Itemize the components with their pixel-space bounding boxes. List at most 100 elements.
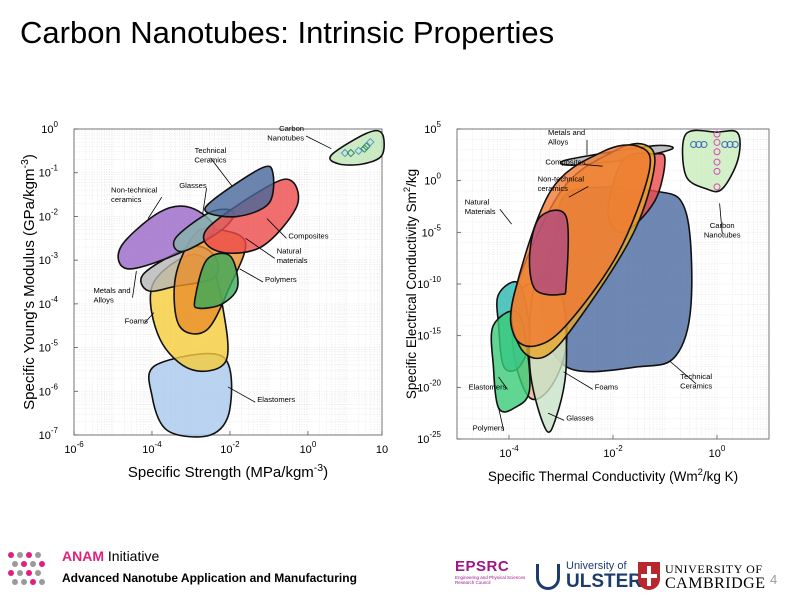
cnt-marker <box>354 146 363 156</box>
left-label-metals-and-alloys: Metals and Alloys <box>93 286 130 305</box>
left-y-tick-label: 10-5 <box>39 339 59 355</box>
epsrc-logo: EPSRC Engineering and Physical Sciences … <box>455 558 526 585</box>
cnt-marker <box>713 158 721 166</box>
left-y-tick-label: 10-1 <box>39 164 59 180</box>
left-y-tick-label: 10-4 <box>39 295 59 311</box>
left-label-carbon-nanotubes: Carbon Nanotubes <box>267 124 304 143</box>
left-y-tick-label: 10-2 <box>39 207 59 223</box>
right-annotations: Metals and Alloys Composites Non-technical c… <box>465 128 741 433</box>
left-x-tick-label: 10-2 <box>220 440 240 456</box>
right-material-areas <box>490 129 741 433</box>
cnt-marker <box>713 138 721 146</box>
left-x-tick-label: 10-6 <box>64 440 84 456</box>
right-leader-line <box>498 376 508 390</box>
right-leader-line <box>563 371 594 390</box>
cnt-marker <box>726 141 734 148</box>
right-y-tick-label: 10-10 <box>417 275 441 291</box>
left-leader-line <box>266 218 287 239</box>
cnt-marker <box>695 141 703 148</box>
right-label-glasses: Glasses <box>566 413 594 422</box>
cnt-marker <box>690 141 698 148</box>
right-y-tick-label: 100 <box>424 172 441 188</box>
left-area-polymers-4 <box>193 252 239 310</box>
right-leader-line <box>669 361 697 385</box>
right-leader-line <box>584 164 603 167</box>
anam-logo <box>8 552 56 592</box>
right-label-technical-ceramics: Technical Ceramics <box>680 372 712 391</box>
left-label-technical-ceramics: Technical Ceramics <box>194 146 226 165</box>
right-leader-line <box>499 208 512 225</box>
right-label-non-technical-ceramics: Non-technical ceramics <box>538 175 585 194</box>
page-number: 4 <box>770 572 778 587</box>
cambridge-logo: UNIVERSITY OF CAMBRIDGE <box>638 560 765 594</box>
right-y-tick-label: 10-15 <box>417 327 441 343</box>
right-x-tick-label: 100 <box>709 444 726 460</box>
ulster-logo: University of ULSTER <box>536 560 642 594</box>
left-x-tick-label: 10-4 <box>142 440 162 456</box>
left-y-tick-label: 10-6 <box>39 382 59 398</box>
left-area-technical-ceramics-8 <box>204 165 275 218</box>
right-x-tick-label: 10-4 <box>499 444 519 460</box>
right-leader-line <box>547 412 565 421</box>
left-label-glasses: Glasses <box>179 181 207 190</box>
right-ticks: 10-4 10-2 100 105 100 10-5 10-10 10-15 10-20 10-2… <box>417 120 726 460</box>
left-cnt-markers <box>340 137 375 158</box>
left-label-foams: Foams <box>125 317 148 326</box>
left-y-tick-label: 10-7 <box>39 426 59 442</box>
left-annotations: Carbon Nanotubes Technical Ceramics Glasses N… <box>93 124 332 404</box>
right-leader-line <box>568 186 589 198</box>
modulus-strength-chart: Carbon Nanotubes Technical Ceramics Glasses N… <box>20 120 388 481</box>
cnt-marker <box>700 141 708 148</box>
right-label-elastomers: Elastomers <box>468 382 506 391</box>
left-leader-line <box>305 135 332 150</box>
cambridge-shield-icon <box>638 562 660 590</box>
right-label-polymers: Polymers <box>473 424 505 433</box>
cnt-marker <box>713 148 721 156</box>
left-y-axis-label: Specific Young's Modulus (GPa/kgm-3) <box>20 154 38 410</box>
right-area-non-technical-ceramics-9 <box>528 209 570 296</box>
right-x-axis-label: Specific Thermal Conductivity (Wm2/kg K) <box>488 467 738 484</box>
left-label-non-technical-ceramics: Non-technical ceramics <box>111 185 158 204</box>
left-leader-line <box>147 196 163 219</box>
left-label-natural-materials: Natural materials <box>277 247 308 265</box>
right-y-tick-label: 10-20 <box>417 378 441 394</box>
cnt-marker <box>721 141 729 148</box>
left-x-axis-label: Specific Strength (MPa/kgm-3) <box>128 462 328 481</box>
left-x-tick-label: 10 <box>376 444 388 456</box>
left-leader-line <box>227 386 256 403</box>
cnt-marker <box>366 137 375 147</box>
left-label-composites: Composites <box>288 231 328 240</box>
left-x-tick-label: 100 <box>300 440 317 456</box>
left-label-elastomers: Elastomers <box>257 395 295 404</box>
footer: ANAM Initiative Advanced Nanotube Applic… <box>0 540 800 600</box>
right-x-tick-label: 10-2 <box>603 444 623 460</box>
cnt-marker <box>346 148 356 158</box>
right-label-metals-and-alloys: Metals and Alloys <box>548 128 585 147</box>
left-leader-line <box>210 157 233 187</box>
left-label-polymers: Polymers <box>265 275 297 284</box>
conductivity-chart: Metals and Alloys Composites Non-technical c… <box>402 120 770 484</box>
left-frame <box>73 128 383 436</box>
right-leader-line <box>498 407 505 431</box>
cnt-marker <box>713 183 721 191</box>
left-leader-line <box>239 268 264 283</box>
slide-title: Carbon Nanotubes: Intrinsic Properties <box>20 15 555 50</box>
right-cnt-markers <box>690 130 739 191</box>
left-y-tick-label: 10-3 <box>39 251 59 267</box>
right-y-axis-label: Specific Electrical Conductivity Sm2/kg <box>402 169 419 399</box>
right-label-composites: Composites <box>545 158 585 167</box>
cnt-marker <box>360 144 369 153</box>
right-leader-line <box>719 203 723 234</box>
right-y-tick-label: 10-5 <box>422 223 442 239</box>
anam-subtitle: Advanced Nanotube Application and Manufa… <box>62 571 357 585</box>
cnt-marker <box>713 167 721 175</box>
cnt-marker <box>731 141 739 148</box>
left-leader-line <box>132 271 137 298</box>
left-y-tick-label: 100 <box>41 120 58 136</box>
left-material-areas <box>117 129 385 438</box>
right-label-carbon-nanotubes: Carbon Nanotubes <box>704 221 741 240</box>
left-leader-line <box>202 187 207 215</box>
right-y-tick-label: 105 <box>424 120 441 136</box>
cnt-marker <box>340 148 350 158</box>
right-y-tick-label: 10-25 <box>417 430 441 446</box>
